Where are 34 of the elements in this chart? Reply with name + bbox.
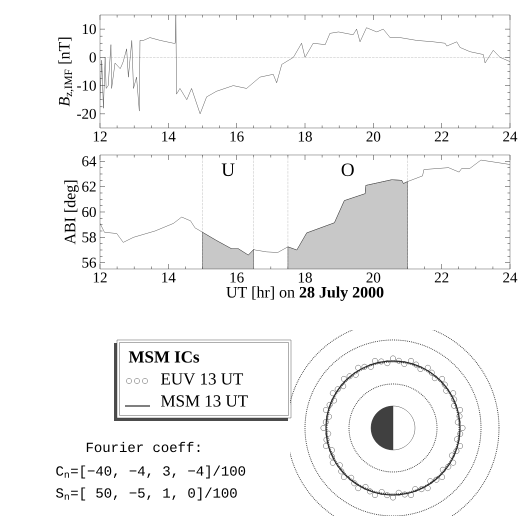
y-tick-label: 10 bbox=[82, 24, 96, 34]
annotation: O bbox=[342, 163, 354, 176]
x-tick-label: 16 bbox=[230, 272, 244, 283]
y-tick-label: 64 bbox=[82, 156, 96, 166]
y-tick-label: -20 bbox=[77, 108, 96, 119]
legend-title: MSM ICs bbox=[128, 351, 200, 363]
x-tick-label: 18 bbox=[298, 272, 312, 283]
text: S$_{n}$=[ 50, −5, 1, 0]/100 bbox=[56, 487, 237, 500]
y-tick-label: 58 bbox=[82, 232, 96, 242]
x-tick-label: 20 bbox=[366, 132, 380, 142]
y-axis-title: B$_{z,IMF}$ [nT] bbox=[58, 38, 74, 106]
x-tick-label: 14 bbox=[162, 272, 176, 282]
y-tick-label: 60 bbox=[82, 206, 96, 218]
x-tick-label: 20 bbox=[366, 272, 380, 283]
x-tick-label: 16 bbox=[230, 132, 244, 142]
text: C$_{n}$=[−40, −4, 3, −4]/100 bbox=[56, 465, 246, 478]
x-tick-label: 12 bbox=[94, 272, 107, 282]
y-tick-label: 0 bbox=[90, 52, 96, 62]
x-tick-label: 18 bbox=[298, 132, 312, 142]
y-tick-label: 62 bbox=[82, 182, 96, 192]
y-tick-label: 56 bbox=[82, 258, 96, 268]
text: MSM 13 UT bbox=[161, 395, 248, 407]
y-tick-label: -10 bbox=[77, 80, 96, 91]
x-axis-title: UT [hr] on 28 July 2000 bbox=[226, 286, 384, 301]
x-tick-label: 14 bbox=[162, 132, 176, 142]
x-tick-label: 22 bbox=[434, 132, 448, 142]
y-axis-title: ABI [deg] bbox=[64, 180, 79, 244]
x-tick-label: 22 bbox=[434, 272, 448, 282]
x-tick-label: 24 bbox=[503, 132, 518, 142]
x-tick-label: 24 bbox=[503, 272, 518, 282]
annotation: U bbox=[222, 164, 235, 176]
text: EUV 13 UT bbox=[161, 373, 244, 385]
text: Fourier coeff: bbox=[86, 442, 200, 452]
x-tick-label: 12 bbox=[94, 132, 107, 142]
